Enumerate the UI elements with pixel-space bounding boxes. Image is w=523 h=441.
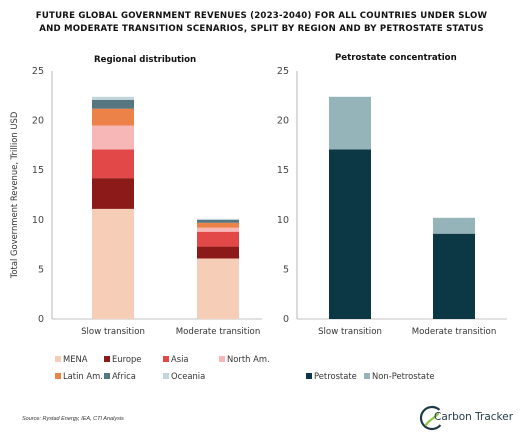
chart-title-line-2: AND MODERATE TRANSITION SCENARIOS, SPLIT… <box>39 24 484 34</box>
bar-asia-moderate-transition <box>197 231 239 247</box>
legend-swatch-non-petrostate <box>364 373 370 379</box>
bar-north-am-slow-transition <box>92 125 134 150</box>
legend-label-europe: Europe <box>112 354 141 364</box>
x-category-label: Slow transition <box>318 327 382 337</box>
y-tick-label: 0 <box>38 314 44 325</box>
y-tick-label: 0 <box>283 314 289 325</box>
logo-text: Carbon Tracker <box>434 411 514 423</box>
legend-swatch-asia <box>163 356 169 362</box>
legend-label-africa: Africa <box>112 371 136 381</box>
legend-label-mena: MENA <box>63 354 88 364</box>
source-note: Source: Rystad Energy, IEA, CTI Analysis <box>22 416 124 422</box>
bar-petrostate-moderate-transition <box>433 233 475 319</box>
bar-mena-slow-transition <box>92 208 134 319</box>
bar-latin-am-moderate-transition <box>197 222 239 228</box>
legend-label-north-am: North Am. <box>227 354 270 364</box>
legend-label-oceania: Oceania <box>171 371 205 381</box>
chart-title: FUTURE GLOBAL GOVERNMENT REVENUES (2023-… <box>0 10 523 36</box>
y-tick-label: 25 <box>277 66 289 77</box>
bar-oceania-slow-transition <box>92 96 134 100</box>
bar-asia-slow-transition <box>92 149 134 179</box>
carbon-tracker-logo-icon <box>419 405 445 431</box>
bar-petrostate-slow-transition <box>329 149 371 319</box>
x-category-label: Moderate transition <box>412 327 497 337</box>
legend-label-non-petrostate: Non-Petrostate <box>372 371 435 381</box>
y-tick-label: 5 <box>283 264 289 275</box>
bar-europe-moderate-transition <box>197 246 239 259</box>
y-tick-label: 25 <box>32 66 44 77</box>
legend-label-petrostate: Petrostate <box>314 371 357 381</box>
legend-swatch-petrostate <box>306 373 312 379</box>
bar-north-am-moderate-transition <box>197 227 239 232</box>
legend-swatch-oceania <box>163 373 169 379</box>
panel-title-petrostate: Petrostate concentration <box>335 53 457 63</box>
bar-non-petrostate-moderate-transition <box>433 217 475 234</box>
y-tick-label: 5 <box>38 264 44 275</box>
legend-label-latin-am: Latin Am. <box>63 371 103 381</box>
bar-africa-moderate-transition <box>197 219 239 223</box>
legend-swatch-africa <box>104 373 110 379</box>
petrostate-concentration-chart: 0 5 10 15 20 25 Slow transition Moderate transi… <box>277 66 507 381</box>
chart-title-line-1: FUTURE GLOBAL GOVERNMENT REVENUES (2023-… <box>35 11 488 21</box>
x-category-label: Slow transition <box>81 327 145 337</box>
legend-label-asia: Asia <box>171 354 189 364</box>
bar-non-petrostate-slow-transition <box>329 96 371 150</box>
y-tick-label: 15 <box>277 165 289 176</box>
legend-swatch-mena <box>55 356 61 362</box>
legend-swatch-north-am <box>219 356 225 362</box>
x-category-label: Moderate transition <box>176 327 261 337</box>
bar-mena-moderate-transition <box>197 258 239 319</box>
y-tick-label: 10 <box>32 215 44 226</box>
bar-latin-am-slow-transition <box>92 108 134 126</box>
bar-europe-slow-transition <box>92 178 134 209</box>
y-axis-label: Total Government Revenue, Trillion USD <box>9 112 19 280</box>
regional-distribution-chart: 0 5 10 15 20 25 Total Government Revenue, Tril… <box>9 66 270 381</box>
y-tick-label: 15 <box>32 165 44 176</box>
legend-swatch-latin-am <box>55 373 61 379</box>
bar-oceania-moderate-transition <box>197 218 239 220</box>
legend-swatch-europe <box>104 356 110 362</box>
bar-africa-slow-transition <box>92 99 134 109</box>
y-tick-label: 20 <box>277 116 289 127</box>
panel-title-regional: Regional distribution <box>94 55 197 65</box>
y-tick-label: 20 <box>32 116 44 127</box>
y-tick-label: 10 <box>277 215 289 226</box>
